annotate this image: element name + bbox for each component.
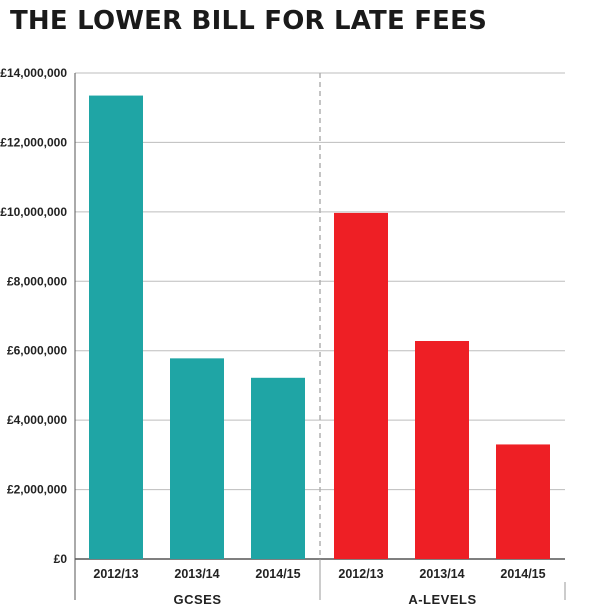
chart-title: THE LOWER BILL FOR LATE FEES [10,6,488,36]
x-tick-label: 2013/14 [174,567,219,581]
bar [334,212,388,560]
bar [170,358,224,559]
bar [415,340,469,559]
y-tick-label: £4,000,000 [7,413,67,427]
x-tick-label: 2014/15 [500,567,545,581]
y-tick-label: £8,000,000 [7,274,67,288]
x-tick-label: 2012/13 [93,567,138,581]
y-tick-label: £12,000,000 [0,135,67,149]
bar [251,377,305,559]
y-tick-label: £2,000,000 [7,483,67,497]
y-tick-label: £0 [54,552,68,566]
group-label: A-LEVELS [408,592,476,607]
y-tick-label: £14,000,000 [0,66,67,80]
x-tick-label: 2013/14 [419,567,464,581]
y-tick-label: £10,000,000 [0,205,67,219]
bar [89,95,143,560]
bar [496,444,550,559]
y-tick-label: £6,000,000 [7,344,67,358]
x-tick-label: 2014/15 [255,567,300,581]
x-tick-label: 2012/13 [338,567,383,581]
group-label: GCSES [173,592,221,607]
